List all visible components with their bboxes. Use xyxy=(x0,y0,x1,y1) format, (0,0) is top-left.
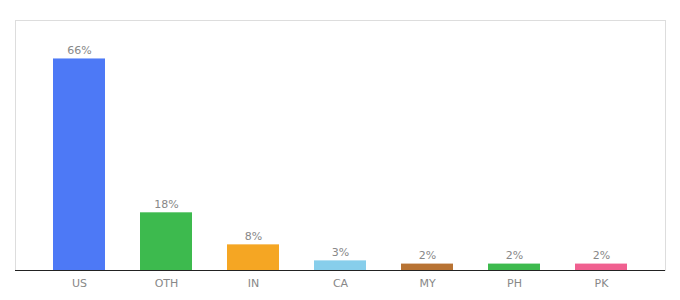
svg-text:PH: PH xyxy=(507,277,522,290)
svg-text:8%: 8% xyxy=(245,230,262,243)
svg-text:CA: CA xyxy=(333,277,349,290)
svg-text:2%: 2% xyxy=(419,249,436,262)
svg-text:66%: 66% xyxy=(67,44,91,57)
svg-text:18%: 18% xyxy=(154,198,178,211)
svg-text:3%: 3% xyxy=(332,246,349,259)
svg-text:IN: IN xyxy=(248,277,259,290)
svg-text:2%: 2% xyxy=(593,249,610,262)
svg-text:OTH: OTH xyxy=(155,277,179,290)
svg-text:MY: MY xyxy=(419,277,435,290)
svg-text:2%: 2% xyxy=(506,249,523,262)
svg-text:PK: PK xyxy=(595,277,610,290)
svg-text:US: US xyxy=(72,277,87,290)
